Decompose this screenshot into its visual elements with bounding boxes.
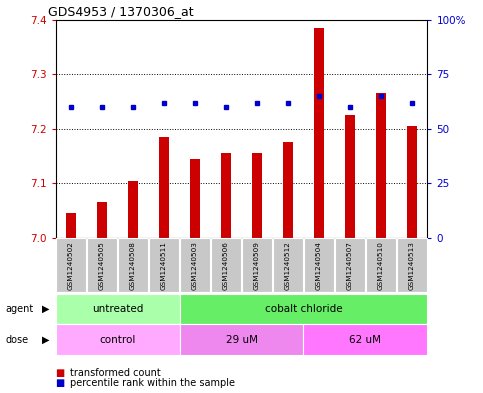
Text: GSM1240503: GSM1240503: [192, 242, 198, 290]
Bar: [303, 324, 427, 355]
Bar: [252, 153, 262, 238]
Bar: [118, 238, 148, 292]
Text: GSM1240508: GSM1240508: [130, 242, 136, 290]
Bar: [56, 238, 86, 292]
Text: cobalt chloride: cobalt chloride: [265, 304, 342, 314]
Bar: [397, 238, 427, 292]
Bar: [56, 324, 180, 355]
Text: percentile rank within the sample: percentile rank within the sample: [70, 378, 235, 388]
Bar: [128, 180, 139, 238]
Bar: [180, 238, 210, 292]
Text: GSM1240507: GSM1240507: [347, 242, 353, 290]
Bar: [344, 115, 355, 238]
Text: GSM1240502: GSM1240502: [68, 242, 74, 290]
Bar: [366, 238, 396, 292]
Text: ■: ■: [56, 378, 65, 388]
Bar: [158, 137, 170, 238]
Bar: [313, 28, 325, 238]
Text: GSM1240504: GSM1240504: [316, 242, 322, 290]
Text: ■: ■: [56, 367, 65, 378]
Text: GSM1240509: GSM1240509: [254, 242, 260, 290]
Bar: [304, 238, 334, 292]
Text: agent: agent: [6, 304, 34, 314]
Text: GSM1240510: GSM1240510: [378, 242, 384, 290]
Text: GDS4953 / 1370306_at: GDS4953 / 1370306_at: [48, 6, 194, 18]
Bar: [211, 238, 241, 292]
Bar: [66, 213, 76, 238]
Text: 62 uM: 62 uM: [350, 334, 382, 345]
Text: ▶: ▶: [42, 304, 50, 314]
Bar: [376, 93, 386, 238]
Text: GSM1240506: GSM1240506: [223, 242, 229, 290]
Bar: [180, 324, 303, 355]
Bar: [149, 238, 179, 292]
Text: GSM1240513: GSM1240513: [409, 242, 415, 290]
Bar: [335, 238, 365, 292]
Bar: [190, 159, 200, 238]
Text: GSM1240505: GSM1240505: [99, 242, 105, 290]
Text: GSM1240511: GSM1240511: [161, 242, 167, 290]
Bar: [180, 294, 427, 324]
Bar: [97, 202, 107, 238]
Bar: [407, 126, 417, 238]
Text: 29 uM: 29 uM: [226, 334, 257, 345]
Text: transformed count: transformed count: [70, 367, 161, 378]
Text: untreated: untreated: [92, 304, 143, 314]
Text: dose: dose: [6, 334, 29, 345]
Bar: [273, 238, 303, 292]
Text: ▶: ▶: [42, 334, 50, 345]
Bar: [87, 238, 117, 292]
Text: control: control: [99, 334, 136, 345]
Bar: [221, 153, 231, 238]
Bar: [56, 294, 180, 324]
Bar: [283, 142, 293, 238]
Text: GSM1240512: GSM1240512: [285, 242, 291, 290]
Bar: [242, 238, 272, 292]
